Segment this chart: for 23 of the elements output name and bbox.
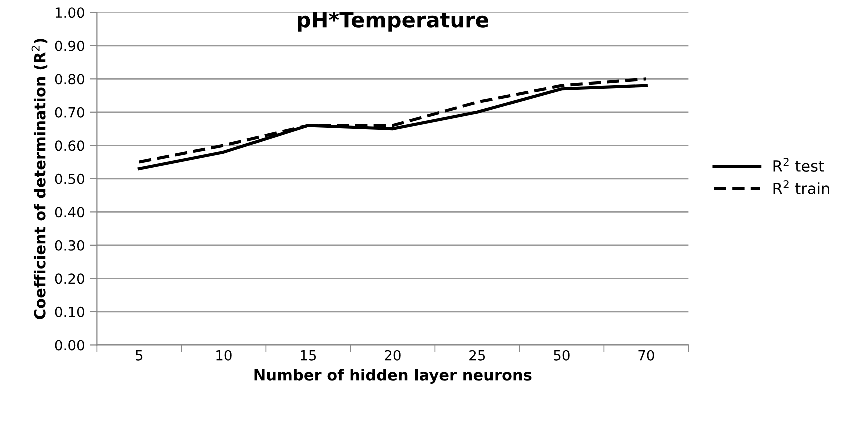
x-tick-label: 15 xyxy=(301,350,316,361)
x-tick-label: 25 xyxy=(470,350,486,361)
y-tick-label: 0.80 xyxy=(55,74,84,85)
y-tick-label: 0.20 xyxy=(55,274,84,284)
x-axis-title: Number of hidden layer neurons xyxy=(254,369,532,384)
x-tick-label: 10 xyxy=(216,350,232,361)
y-tick-label: 0.60 xyxy=(55,140,84,152)
x-tick-label: 5 xyxy=(136,350,143,361)
y-tick-label: 0.50 xyxy=(55,174,84,184)
chart-title: pH*Temperature xyxy=(298,12,488,32)
x-tick-label: 50 xyxy=(554,350,570,361)
legend-label: R$^{2}$ test xyxy=(774,158,824,172)
y-axis-title: Coefficient of determination (R$^{2}$) xyxy=(32,39,48,320)
x-tick-label: 70 xyxy=(638,350,654,361)
y-tick-label: 0.70 xyxy=(55,107,84,118)
y-tick-label: 0.40 xyxy=(55,207,84,218)
y-tick-label: 0.00 xyxy=(55,340,84,351)
y-tick-label: 1.00 xyxy=(56,8,84,18)
x-tick-label: 20 xyxy=(385,350,401,361)
y-tick-label: 0.10 xyxy=(55,306,84,318)
y-tick-label: 0.30 xyxy=(55,240,84,251)
y-tick-label: 0.90 xyxy=(55,40,84,52)
legend-label: R$^{2}$ train xyxy=(774,180,830,194)
